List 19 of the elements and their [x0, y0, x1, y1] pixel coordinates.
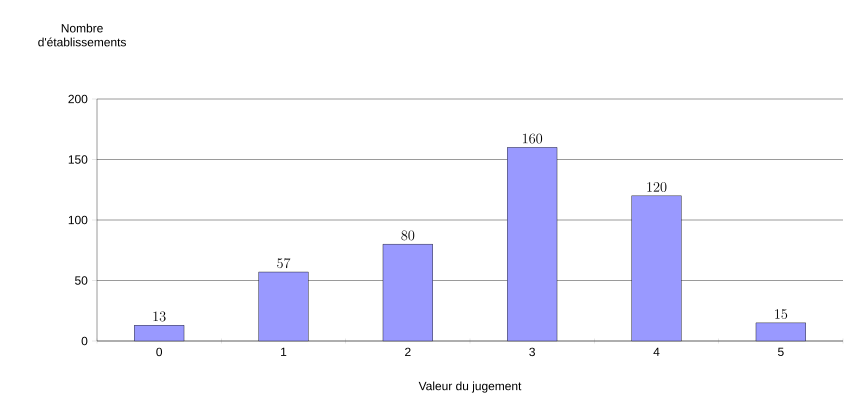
data-label: 160	[522, 134, 542, 144]
data-label: 120	[647, 182, 666, 192]
x-tick-label: 0	[156, 348, 162, 356]
data-label: 80	[401, 230, 414, 240]
data-label: 57	[277, 258, 290, 268]
data-label: 15	[775, 309, 788, 319]
y-tick-label: 0	[82, 336, 88, 346]
x-axis-title: Valeur du jugement	[418, 381, 522, 393]
y-tick-label: 200	[68, 94, 88, 104]
x-tick-label: 5	[778, 348, 784, 356]
x-tick-label: 4	[653, 348, 660, 356]
y-tick-label: 50	[75, 276, 88, 285]
data-label: 13	[153, 312, 166, 322]
y-axis-title: Nombre d'établissements	[38, 24, 126, 46]
x-tick-label: 2	[405, 348, 411, 356]
y-tick-label: 150	[68, 155, 88, 164]
y-tick-label: 100	[68, 216, 88, 224]
x-tick-label: 3	[529, 348, 535, 356]
x-tick-label: 1	[281, 348, 286, 356]
